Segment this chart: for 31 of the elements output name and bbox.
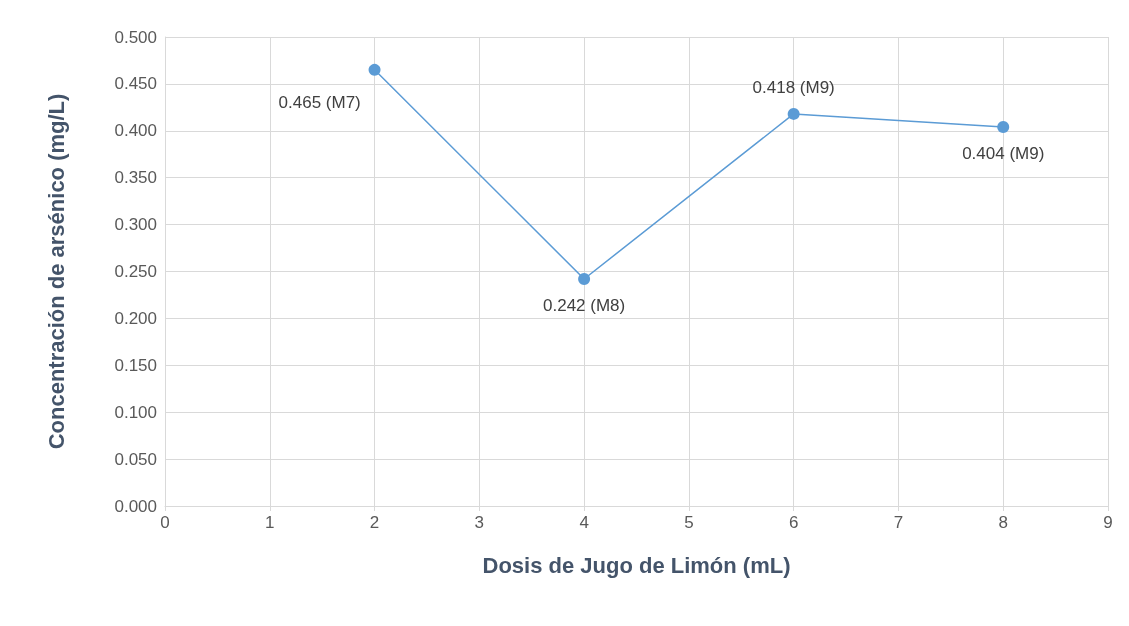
y-tick-label: 0.350 (114, 168, 157, 188)
y-tick-label: 0.500 (114, 27, 157, 47)
x-axis-title: Dosis de Jugo de Limón (mL) (482, 552, 791, 578)
data-label: 0.465 (M7) (278, 92, 361, 112)
data-label: 0.418 (M9) (752, 77, 835, 97)
y-axis-title: Concentración de arsénico (mg/L) (43, 93, 69, 450)
data-label: 0.242 (M8) (543, 296, 626, 315)
y-tick-label: 0.100 (114, 402, 157, 422)
y-tick-label: 0.050 (114, 449, 157, 469)
y-tick-label: 0.300 (114, 215, 157, 235)
data-label: 0.404 (M9) (962, 144, 1045, 164)
point (578, 273, 591, 285)
x-tick-label: 0 (160, 513, 170, 532)
x-tick-label: 4 (579, 513, 589, 532)
x-tick-label: 3 (474, 513, 485, 532)
point (997, 121, 1010, 134)
y-tick-label: 0.450 (114, 74, 157, 94)
x-tick-label: 6 (788, 513, 799, 532)
x-tick-label: 9 (1103, 513, 1113, 532)
x-tick-label: 1 (265, 513, 275, 532)
y-tick-label: 0.250 (114, 262, 157, 281)
x-tick-label: 7 (893, 513, 904, 532)
y-tick-label: 0.400 (114, 121, 157, 141)
point (787, 107, 800, 120)
point (368, 63, 381, 76)
x-tick-label: 5 (684, 513, 694, 532)
x-tick-label: 2 (369, 513, 380, 532)
y-tick-label: 0.000 (114, 496, 157, 516)
y-tick-label: 0.200 (114, 308, 157, 328)
x-tick-label: 8 (998, 513, 1008, 532)
y-tick-label: 0.150 (114, 355, 157, 375)
